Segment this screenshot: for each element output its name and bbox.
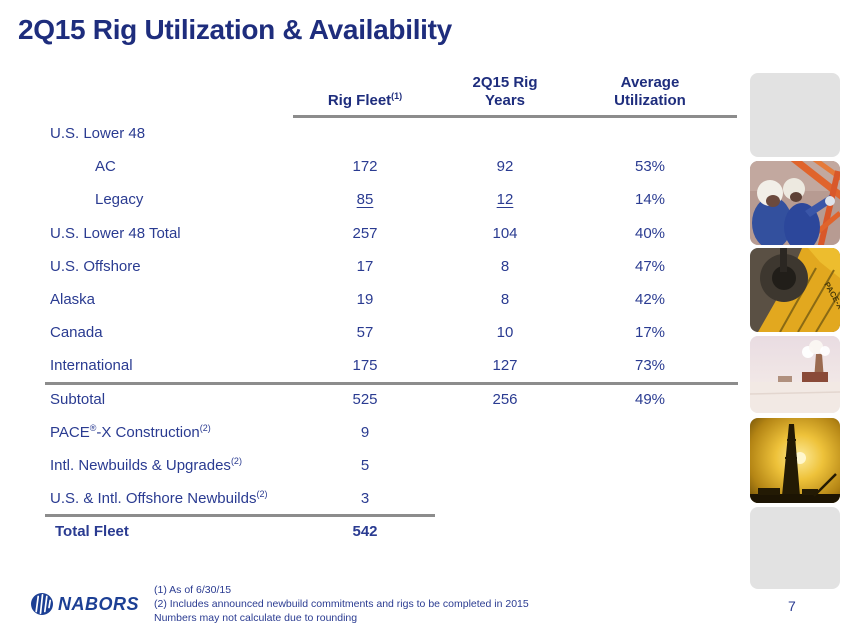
row-label: AC (95, 158, 116, 176)
header-underline (293, 115, 737, 118)
cell-rig-years: 256 (492, 390, 518, 408)
cell-avg-utilization: 73% (634, 357, 666, 375)
cell-rig-fleet: 542 (352, 523, 378, 541)
nabors-globe-icon (31, 593, 53, 615)
cell-avg-utilization: 49% (634, 390, 666, 408)
row-label: Subtotal (50, 390, 106, 408)
footnotes: (1) As of 6/30/15 (2) Includes announced… (154, 584, 529, 625)
row-label: U.S. Lower 48 (50, 125, 146, 143)
table-divider (45, 514, 435, 518)
cell-rig-years: 127 (492, 357, 518, 375)
cell-rig-fleet: 257 (352, 224, 378, 242)
pace-x-rig-floor-photo: PACE-X (750, 248, 840, 332)
sunset-derrick-photo (750, 418, 840, 503)
table-row: Subtotal 525 256 49% (50, 383, 725, 416)
cell-rig-fleet: 525 (352, 390, 378, 408)
row-label: Legacy (95, 191, 144, 209)
table-row: PACE®-X Construction(2) 9 (50, 416, 725, 449)
arctic-rig-illustration (750, 336, 840, 413)
cell-rig-fleet: 172 (352, 158, 378, 176)
page-number: 7 (788, 598, 796, 614)
table-row: AC 172 92 53% (50, 150, 725, 183)
cell-avg-utilization: 47% (634, 257, 666, 275)
cell-avg-utilization: 42% (634, 291, 666, 309)
cell-rig-fleet: 19 (356, 291, 374, 309)
column-header-rig-fleet: Rig Fleet(1) (327, 91, 403, 110)
table-divider (45, 381, 738, 385)
row-label: U.S. & Intl. Offshore Newbuilds(2) (50, 489, 268, 508)
row-label: International (50, 357, 133, 375)
cell-rig-years: 10 (496, 324, 514, 342)
table-row: International 175 127 73% (45, 349, 738, 385)
sunset-derrick-illustration (750, 418, 840, 503)
column-header-spacer (50, 111, 295, 115)
placeholder-tile-bottom (750, 507, 840, 589)
cell-rig-fleet: 175 (352, 357, 378, 375)
table-row: U.S. Lower 48 Total 257 104 40% (50, 217, 725, 250)
cell-rig-fleet: 9 (360, 423, 370, 441)
table-row: Intl. Newbuilds & Upgrades(2) 5 (50, 449, 725, 482)
footnote-2: (2) Includes announced newbuild commitme… (154, 597, 529, 610)
nabors-logo: NABORS (30, 592, 139, 616)
table-row: Total Fleet 542 (50, 515, 725, 548)
cell-rig-fleet: 85 (356, 191, 374, 209)
cell-avg-utilization: 53% (634, 158, 666, 176)
cell-avg-utilization: 14% (634, 191, 666, 209)
row-label: Total Fleet (55, 523, 129, 541)
table-row: Canada 57 10 17% (50, 316, 725, 349)
row-label: U.S. Lower 48 Total (50, 224, 181, 242)
footnote-1: (1) As of 6/30/15 (154, 584, 232, 596)
column-header-avg-utilization: Average Utilization (614, 73, 686, 110)
row-label: Canada (50, 324, 103, 342)
cell-rig-years: 12 (496, 191, 514, 209)
row-label: U.S. Offshore (50, 257, 141, 275)
cell-rig-fleet: 3 (360, 490, 370, 508)
utilization-table: U.S. Lower 48 AC 172 92 53% Legacy 85 12 14% U.S.… (45, 117, 738, 548)
cell-rig-years: 92 (496, 158, 514, 176)
cell-rig-fleet: 57 (356, 324, 374, 342)
placeholder-tile-top (750, 73, 840, 157)
cell-rig-fleet: 5 (360, 456, 370, 474)
cell-rig-fleet: 17 (356, 257, 374, 275)
table-row: U.S. & Intl. Offshore Newbuilds(2) 3 (45, 482, 725, 518)
table-row: U.S. Lower 48 (50, 117, 725, 150)
rig-workers-photo (750, 161, 840, 245)
arctic-rig-photo (750, 336, 840, 413)
table-row: Legacy 85 12 14% (50, 183, 725, 216)
cell-rig-years: 104 (492, 224, 518, 242)
rig-workers-illustration (750, 161, 840, 245)
nabors-logo-text: NABORS (58, 593, 140, 614)
cell-avg-utilization: 40% (634, 224, 666, 242)
cell-rig-years: 8 (500, 291, 510, 309)
column-header-rig-years: 2Q15 Rig Years (472, 73, 538, 110)
cell-rig-years: 8 (500, 257, 510, 275)
row-label: PACE®-X Construction(2) (50, 422, 211, 441)
row-label: Alaska (50, 291, 96, 309)
cell-avg-utilization: 17% (634, 324, 666, 342)
table-row: U.S. Offshore 17 8 47% (50, 250, 725, 283)
table-row: Alaska 19 8 42% (50, 283, 725, 316)
slide-title: 2Q15 Rig Utilization & Availability (18, 14, 452, 45)
rig-floor-illustration: PACE-X (750, 248, 840, 332)
footnote-rounding: Numbers may not calculate due to roundin… (154, 611, 358, 624)
row-label: Intl. Newbuilds & Upgrades(2) (50, 455, 242, 474)
table-header: Rig Fleet(1) 2Q15 Rig Years Average Util… (50, 64, 725, 115)
